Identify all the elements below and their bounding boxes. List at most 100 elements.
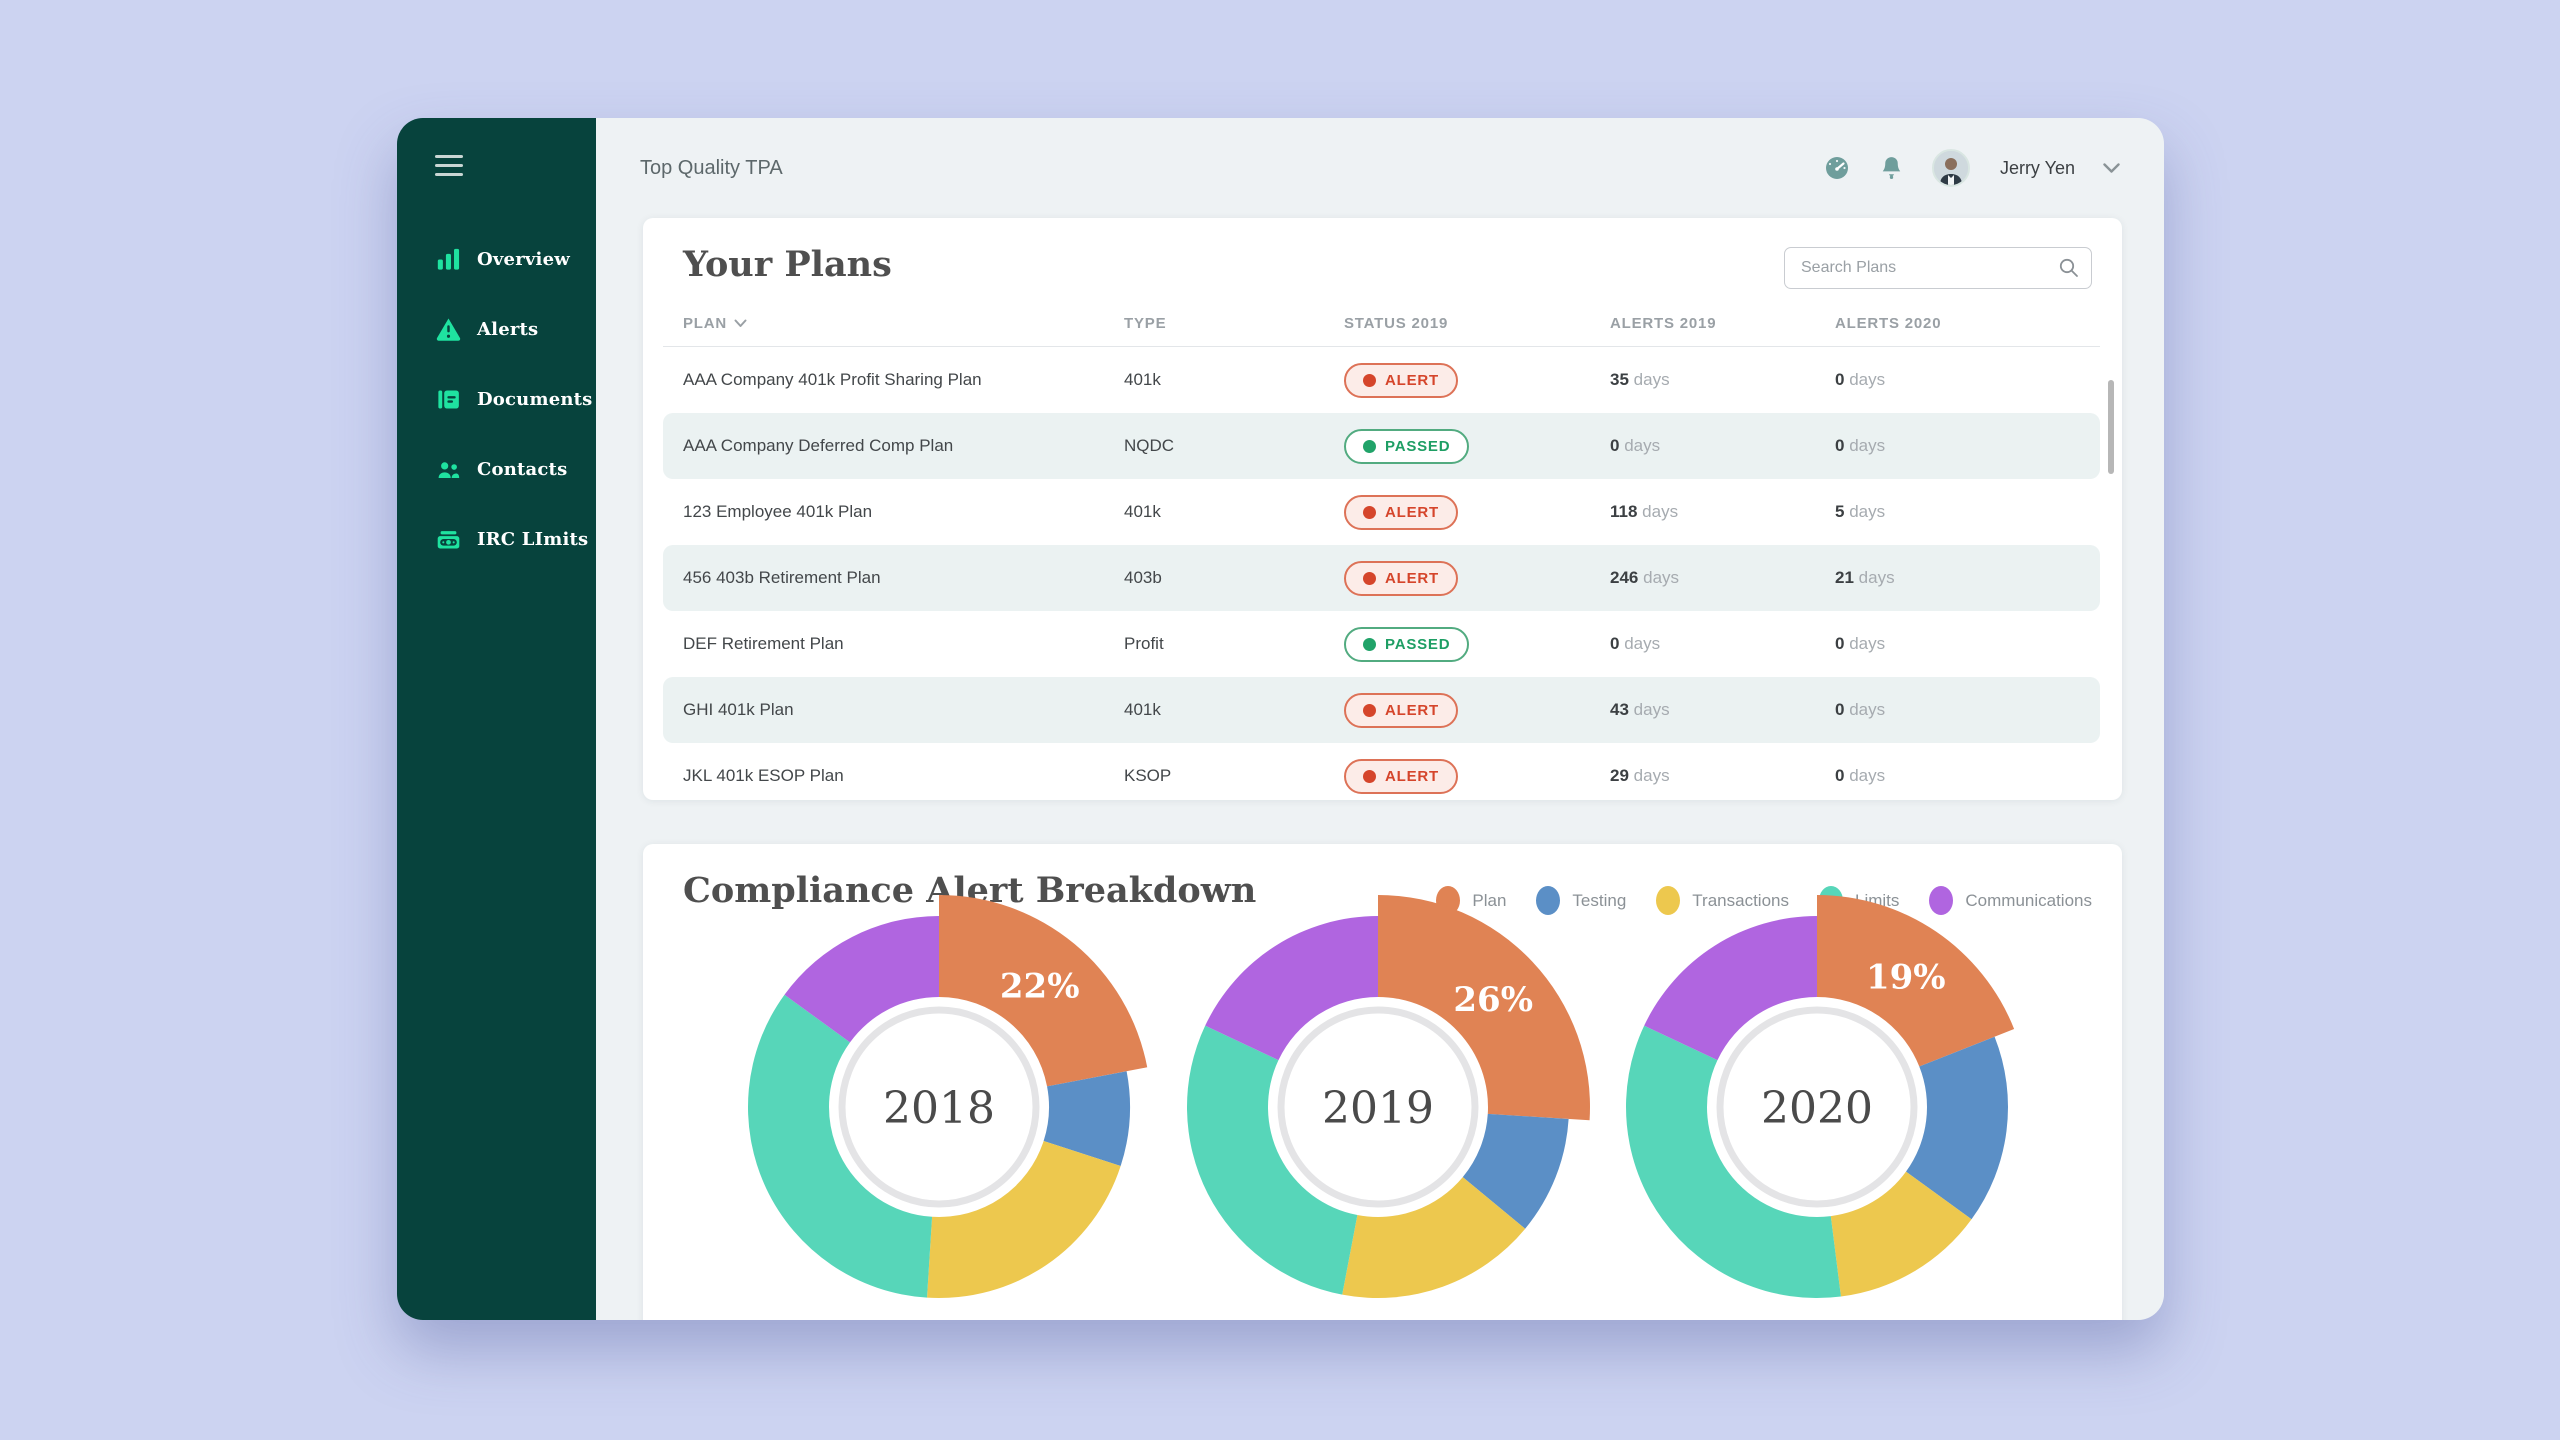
- alerts-2020-cell: 0 days: [1835, 634, 1886, 653]
- sidebar-item-contacts[interactable]: Contacts: [397, 434, 596, 504]
- legend-dot-icon: [1656, 886, 1681, 915]
- donut-slice-testing[interactable]: [1043, 1071, 1131, 1167]
- app-window: Overview Alerts Documents: [397, 118, 2164, 1320]
- alerts-2020-cell: 21 days: [1835, 568, 1895, 587]
- alerts-2020-cell: 0 days: [1835, 766, 1886, 785]
- status-dot-icon: [1363, 703, 1376, 717]
- donut-slice-plan[interactable]: [1817, 895, 2015, 1067]
- sidebar-item-alerts[interactable]: Alerts: [397, 294, 596, 364]
- donut-year-label: 2019: [1322, 1083, 1434, 1134]
- donut-slice-transactions[interactable]: [927, 1140, 1121, 1298]
- status-badge: ALERT: [1344, 494, 1458, 530]
- user-name[interactable]: Jerry Yen: [1999, 157, 2075, 178]
- plan-type: Profit: [1124, 634, 1164, 653]
- main-area: Top Quality TPA: [596, 118, 2164, 1320]
- status-badge: ALERT: [1344, 692, 1458, 728]
- donut-slice-limits[interactable]: [1626, 1025, 1841, 1298]
- column-header[interactable]: PLAN: [683, 315, 1124, 332]
- column-header: ALERTS 2020: [1835, 315, 1942, 332]
- search-box: [1784, 247, 2092, 289]
- chevron-down-icon[interactable]: [2103, 162, 2120, 174]
- search-icon[interactable]: [2058, 257, 2080, 279]
- sidebar-menu: Overview Alerts Documents: [397, 224, 596, 574]
- sidebar: Overview Alerts Documents: [397, 118, 596, 1320]
- donut-slice-plan[interactable]: [939, 895, 1148, 1087]
- table-scrollbar[interactable]: [2108, 380, 2114, 474]
- alerts-2019-cell: 0 days: [1610, 634, 1661, 653]
- status-badge: ALERT: [1344, 560, 1458, 596]
- status-dot-icon: [1363, 505, 1376, 519]
- donut-slice-transactions[interactable]: [1342, 1177, 1526, 1299]
- table-row[interactable]: 123 Employee 401k Plan 401k ALERT 118 days 5…: [663, 479, 2100, 545]
- table-row[interactable]: DEF Retirement Plan Profit PASSED 0 days 0 d…: [663, 611, 2100, 677]
- status-dot-icon: [1363, 373, 1376, 387]
- alerts-2019-cell: 29 days: [1610, 766, 1670, 785]
- legend-label: Testing: [1572, 890, 1627, 910]
- plan-type: 401k: [1124, 700, 1161, 719]
- plan-name: GHI 401k Plan: [683, 700, 794, 719]
- plan-name: DEF Retirement Plan: [683, 634, 844, 653]
- donut-chart-2018: 2018 22%: [748, 895, 1148, 1298]
- plan-name: JKL 401k ESOP Plan: [683, 766, 844, 785]
- table-header: PLAN TYPE STATUS 2019 ALERTS 2019 ALERTS 202…: [663, 315, 2100, 347]
- status-dot-icon: [1363, 769, 1376, 783]
- donut-slice-communications[interactable]: [784, 916, 939, 1043]
- donut-slice-communications[interactable]: [1644, 916, 1817, 1061]
- donut-chart-2020: 2020 19%: [1626, 895, 2015, 1298]
- hamburger-menu-icon[interactable]: [435, 155, 463, 176]
- bell-icon[interactable]: [1879, 155, 1904, 182]
- document-icon: [438, 390, 459, 408]
- search-input[interactable]: [1784, 247, 2092, 289]
- alerts-2019-cell: 35 days: [1610, 370, 1670, 389]
- status-dot-icon: [1363, 637, 1376, 651]
- donut-inner-ring: [838, 1006, 1040, 1208]
- table-row[interactable]: AAA Company 401k Profit Sharing Plan 401k…: [663, 347, 2100, 413]
- sidebar-item-label: Alerts: [477, 318, 539, 340]
- column-header: ALERTS 2019: [1610, 315, 1717, 332]
- donut-inner-ring: [1716, 1006, 1918, 1208]
- column-header: TYPE: [1124, 315, 1167, 332]
- status-badge: PASSED: [1344, 428, 1470, 464]
- avatar[interactable]: [1931, 149, 1970, 187]
- donut-slice-testing[interactable]: [1462, 1113, 1569, 1229]
- donut-slice-limits[interactable]: [1187, 1025, 1358, 1295]
- topbar: Top Quality TPA: [596, 118, 2164, 218]
- table-row[interactable]: AAA Company Deferred Comp Plan NQDC PASSED…: [663, 413, 2100, 479]
- legend-item[interactable]: Testing: [1536, 886, 1626, 915]
- donut-year-label: 2018: [883, 1083, 995, 1134]
- table-row[interactable]: JKL 401k ESOP Plan KSOP ALERT 29 days 0 days: [663, 743, 2100, 800]
- table-row[interactable]: GHI 401k Plan 401k ALERT 43 days 0 days: [663, 677, 2100, 743]
- sidebar-item-label: IRC LImits: [477, 528, 589, 550]
- sidebar-item-irc-limits[interactable]: IRC LImits: [397, 504, 596, 574]
- legend-label: Plan: [1472, 890, 1507, 910]
- sidebar-item-documents[interactable]: Documents: [397, 364, 596, 434]
- plan-name: 456 403b Retirement Plan: [683, 568, 881, 587]
- table-row[interactable]: 456 403b Retirement Plan 403b ALERT 246 day…: [663, 545, 2100, 611]
- donut-slice-testing[interactable]: [1905, 1036, 2009, 1220]
- legend-item[interactable]: Communications: [1929, 886, 2092, 915]
- speedometer-icon[interactable]: [1823, 154, 1851, 182]
- status-dot-icon: [1363, 439, 1376, 453]
- sidebar-item-overview[interactable]: Overview: [397, 224, 596, 294]
- donut-slice-plan[interactable]: [1378, 895, 1590, 1121]
- legend-label: Transactions: [1692, 890, 1789, 910]
- legend-dot-icon: [1536, 886, 1561, 915]
- status-badge: PASSED: [1344, 626, 1470, 662]
- donut-year-label: 2020: [1761, 1083, 1873, 1134]
- plan-type: 401k: [1124, 502, 1161, 521]
- alerts-2020-cell: 0 days: [1835, 700, 1886, 719]
- legend-dot-icon: [1929, 886, 1954, 915]
- table-body: AAA Company 401k Profit Sharing Plan 401k…: [643, 347, 2122, 800]
- alerts-2020-cell: 5 days: [1835, 502, 1886, 521]
- sort-chevron-icon[interactable]: [734, 319, 747, 328]
- legend-item[interactable]: Transactions: [1656, 886, 1789, 915]
- donut-slice-communications[interactable]: [1205, 916, 1378, 1061]
- donut-percentage-label: 19%: [1866, 957, 1946, 997]
- donut-slice-transactions[interactable]: [1830, 1171, 1972, 1297]
- status-dot-icon: [1363, 571, 1376, 585]
- contacts-icon: [438, 461, 460, 478]
- donut-slice-limits[interactable]: [748, 994, 933, 1298]
- alerts-2019-cell: 118 days: [1610, 502, 1679, 521]
- alerts-2019-cell: 43 days: [1610, 700, 1670, 719]
